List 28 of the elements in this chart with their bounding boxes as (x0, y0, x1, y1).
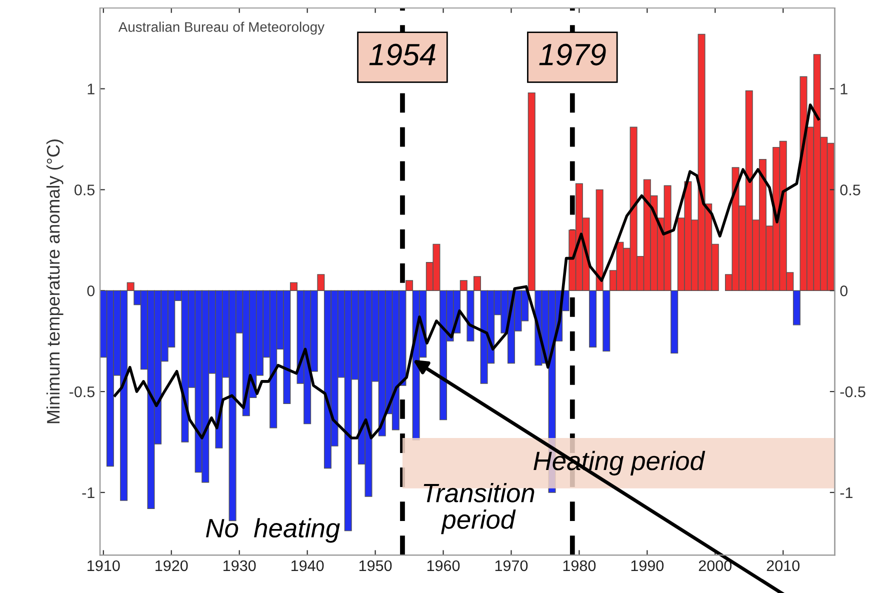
y2-tick-label: 0.5 (840, 184, 860, 196)
x-tick-label: 1940 (291, 560, 324, 572)
x-tick-label: 2010 (766, 560, 800, 572)
y2-tick-label: -0.5 (840, 386, 866, 398)
x-tick-label: 1930 (224, 560, 256, 572)
annotation: Australian Bureau of Meteorology (118, 22, 324, 35)
x-tick-label: 1950 (359, 560, 392, 572)
ref-line-label: 1954 (369, 44, 436, 66)
y-tick-label: 0.5 (74, 184, 95, 196)
y2-tick-label: -1 (840, 487, 852, 498)
x-tick-label: 1960 (427, 560, 460, 572)
y2-tick-label: 0 (840, 285, 848, 296)
x-tick-label: 2000 (698, 560, 732, 572)
x-tick-label: 1980 (563, 560, 596, 572)
y2-tick-label: 1 (840, 84, 848, 94)
x-tick-label: 1970 (495, 560, 528, 572)
y-axis-title: Minimum temperature anomaly (°C) (46, 140, 64, 424)
y-tick-label: -1 (82, 487, 94, 498)
line-series (114, 104, 820, 440)
y-tick-label: 0 (87, 285, 95, 296)
x-tick-label: 1910 (88, 560, 120, 572)
annotation: No heating (206, 518, 340, 543)
x-tick-label: 1990 (631, 560, 664, 572)
ref-line-label: 1979 (539, 44, 606, 66)
annotation: Transition period (424, 482, 534, 534)
x-tick-label: 1920 (156, 560, 188, 572)
y-tick-label: -0.5 (70, 386, 95, 398)
y-tick-label: 1 (88, 84, 94, 94)
